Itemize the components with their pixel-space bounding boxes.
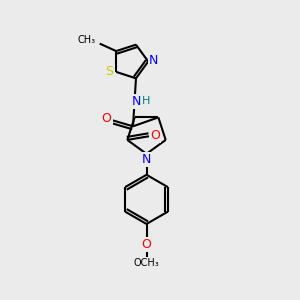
Text: O: O	[150, 129, 160, 142]
Text: OCH₃: OCH₃	[134, 257, 159, 268]
Text: CH₃: CH₃	[78, 35, 96, 45]
Text: H: H	[142, 95, 150, 106]
Text: N: N	[149, 53, 158, 67]
Text: S: S	[106, 65, 114, 78]
Text: O: O	[102, 112, 112, 125]
Text: O: O	[142, 238, 152, 251]
Text: N: N	[142, 153, 151, 166]
Text: N: N	[131, 95, 141, 108]
